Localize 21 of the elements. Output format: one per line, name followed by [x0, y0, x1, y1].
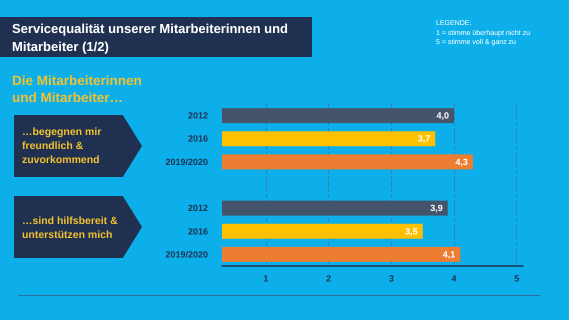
x-tick-label: 1 — [263, 274, 268, 284]
chart-title: Servicequalität unserer Mitarbeiterinnen und Mitarbeiter (1/2) — [0, 17, 312, 57]
x-tick-label: 5 — [514, 274, 520, 284]
y-tick-label: 2012 — [188, 203, 208, 214]
data-label: 4,3 — [455, 156, 468, 167]
x-tick-label: 4 — [452, 274, 457, 284]
text: Die Mitarbeiterinnen und Mitarbeiter… — [12, 72, 143, 106]
text: …begegnen mir freundlich & zuvorkommend — [22, 125, 102, 167]
y-tick-label: 2019/2020 — [165, 249, 208, 260]
y-tick-label: 2012 — [188, 110, 208, 121]
data-label: 4,1 — [442, 249, 456, 260]
data-label: 3,7 — [418, 134, 430, 144]
y-tick-label: 2016 — [188, 134, 208, 144]
text: …sind hilfsbereit & unterstützen mich — [22, 214, 119, 242]
y-tick-label: 2019/2020 — [165, 156, 208, 167]
y-tick-label: 2016 — [188, 226, 208, 236]
data-label: 3,9 — [430, 203, 443, 214]
data-label: 3,5 — [405, 226, 418, 236]
x-tick-label: 3 — [388, 274, 394, 284]
data-label: 4,0 — [436, 110, 450, 121]
x-tick-label: 2 — [326, 274, 332, 284]
